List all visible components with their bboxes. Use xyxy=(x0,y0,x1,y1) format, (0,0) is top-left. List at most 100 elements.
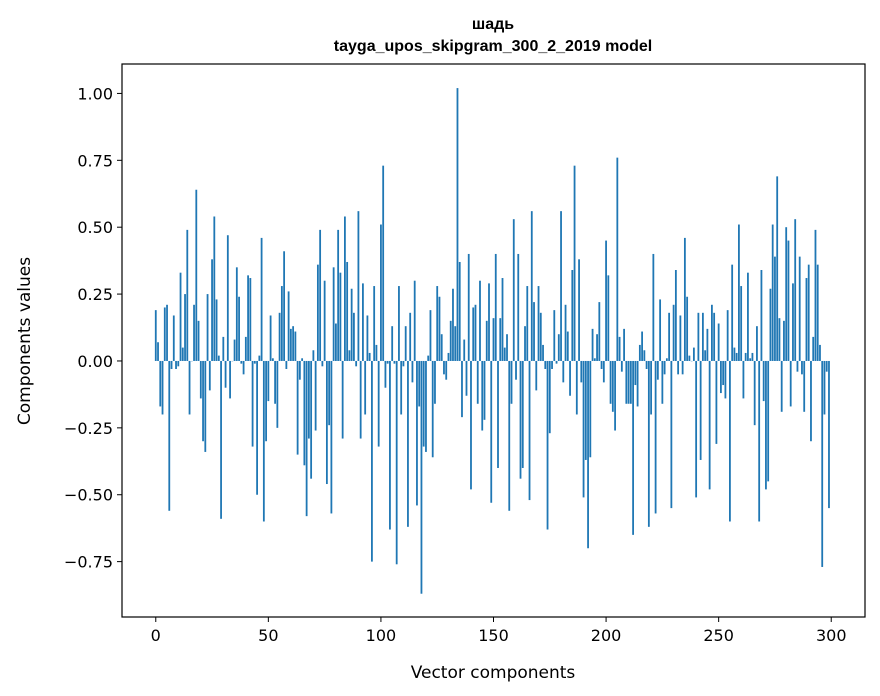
bar-component-225 xyxy=(661,360,664,404)
bar-component-255 xyxy=(729,360,731,522)
bar-component-26 xyxy=(213,216,216,361)
bar-component-118 xyxy=(420,360,423,594)
bar-component-81 xyxy=(337,229,340,361)
bar-component-156 xyxy=(506,334,508,361)
bar-component-155 xyxy=(503,347,506,361)
bar-component-219 xyxy=(647,360,650,527)
bar-component-223 xyxy=(656,360,659,380)
bar-component-267 xyxy=(756,326,758,361)
bar-component-268 xyxy=(758,360,761,522)
bar-component-257 xyxy=(733,347,736,361)
y-tick-label: 0.25 xyxy=(77,285,113,304)
bar-component-130 xyxy=(447,352,450,361)
bar-component-113 xyxy=(409,312,412,361)
bar-component-278 xyxy=(780,360,783,412)
bar-component-196 xyxy=(596,334,598,361)
bar-component-72 xyxy=(316,264,319,361)
bar-component-200 xyxy=(605,240,607,361)
bar-component-28 xyxy=(217,355,220,361)
bar-component-89 xyxy=(355,360,358,367)
bar-component-66 xyxy=(303,360,306,466)
bar-component-207 xyxy=(620,360,623,372)
bar-component-173 xyxy=(544,360,547,369)
bar-component-42 xyxy=(249,278,252,361)
bar-component-53 xyxy=(274,360,277,404)
bar-component-91 xyxy=(359,360,362,439)
bar-component-284 xyxy=(794,219,797,361)
bar-component-47 xyxy=(260,237,263,361)
bar-component-92 xyxy=(362,283,364,361)
bar-component-68 xyxy=(307,360,310,439)
bar-component-272 xyxy=(767,360,770,482)
bar-component-133 xyxy=(454,326,457,361)
bar-component-22 xyxy=(204,360,207,452)
bar-component-55 xyxy=(278,312,281,361)
bar-component-274 xyxy=(771,224,774,361)
bar-component-293 xyxy=(814,229,817,361)
bar-component-38 xyxy=(240,360,243,364)
bar-component-6 xyxy=(168,360,171,511)
bar-component-215 xyxy=(638,344,641,361)
bar-component-288 xyxy=(803,360,806,412)
bar-component-27 xyxy=(215,299,218,361)
bar-component-172 xyxy=(542,344,544,361)
bar-component-151 xyxy=(494,253,497,361)
bar-component-176 xyxy=(551,360,553,369)
bar-component-84 xyxy=(343,216,346,361)
y-tick-label: 0.50 xyxy=(77,218,113,237)
y-tick-label: −0.75 xyxy=(64,553,113,572)
bar-component-246 xyxy=(708,360,711,490)
bar-component-7 xyxy=(170,360,173,369)
bar-component-33 xyxy=(229,360,231,399)
bar-component-10 xyxy=(177,360,180,367)
bar-component-74 xyxy=(321,360,324,367)
bar-component-73 xyxy=(319,229,322,361)
bar-component-21 xyxy=(202,360,204,442)
bar-component-248 xyxy=(713,312,716,361)
bar-component-178 xyxy=(555,360,558,364)
bar-component-192 xyxy=(587,360,589,549)
bar-component-24 xyxy=(208,360,211,391)
bar-component-242 xyxy=(699,360,702,460)
bar-component-158 xyxy=(510,360,513,404)
bar-component-188 xyxy=(578,259,580,361)
bar-component-233 xyxy=(679,315,682,361)
bar-component-114 xyxy=(411,360,414,383)
bar-component-109 xyxy=(400,360,403,415)
x-tick-label: 0 xyxy=(151,626,161,645)
bar-component-82 xyxy=(339,272,342,361)
bar-component-153 xyxy=(499,318,502,361)
bar-component-276 xyxy=(776,176,779,361)
bar-component-2 xyxy=(159,360,162,407)
bar-component-279 xyxy=(783,320,785,361)
bar-component-126 xyxy=(438,296,441,361)
bar-component-121 xyxy=(427,355,430,361)
bar-component-250 xyxy=(717,323,720,361)
bar-component-86 xyxy=(348,350,351,361)
bar-component-214 xyxy=(636,360,639,407)
bar-component-213 xyxy=(634,360,637,386)
bar-component-221 xyxy=(652,253,655,361)
bar-component-94 xyxy=(366,315,369,361)
bar-component-50 xyxy=(267,360,270,402)
bar-component-23 xyxy=(206,294,209,361)
bar-component-41 xyxy=(247,275,249,361)
bar-component-237 xyxy=(688,355,691,361)
bar-component-162 xyxy=(519,360,522,479)
bar-component-206 xyxy=(618,336,621,361)
bar-component-234 xyxy=(681,360,684,375)
bar-component-262 xyxy=(744,352,747,361)
bar-component-252 xyxy=(722,360,725,386)
bar-component-281 xyxy=(787,240,790,361)
y-axis-label: Components values xyxy=(15,257,35,425)
bar-component-120 xyxy=(425,360,427,452)
bar-component-77 xyxy=(328,360,331,426)
bar-component-101 xyxy=(382,165,385,361)
bar-component-65 xyxy=(301,358,304,361)
bar-component-67 xyxy=(305,360,308,517)
bar-component-166 xyxy=(528,360,531,501)
y-tick-label: −0.50 xyxy=(64,486,113,505)
bars-group xyxy=(154,88,830,594)
bar-component-170 xyxy=(537,286,540,361)
